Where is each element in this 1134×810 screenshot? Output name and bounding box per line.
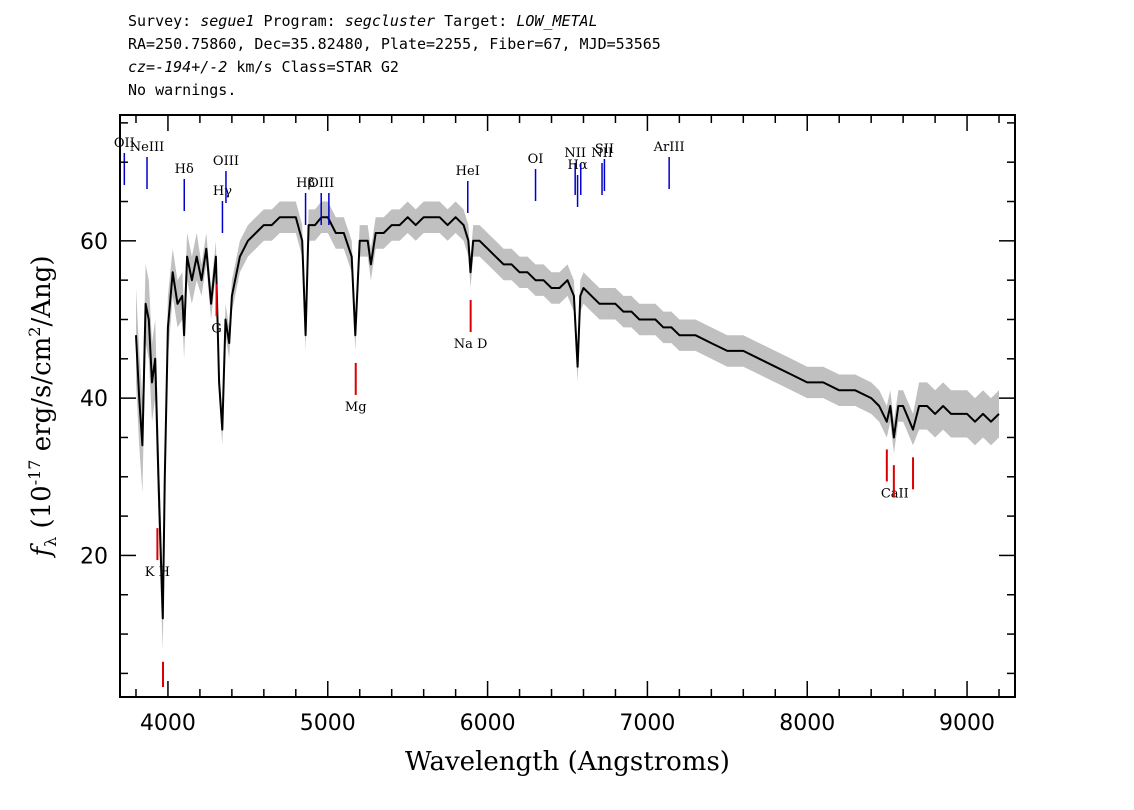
survey-line: Survey: segue1 Program: segcluster Targe…	[128, 10, 661, 33]
emission-line-label: Hδ	[175, 162, 194, 177]
absorption-line-label: Na D	[454, 337, 488, 352]
h3-seg1: km/s Class=STAR G2	[227, 58, 399, 76]
emission-line-label: Hβ	[296, 176, 315, 191]
h3-seg0: cz=-194+/-2	[128, 58, 228, 76]
emission-line-label: SII	[595, 142, 614, 157]
spectrum-header: Survey: segue1 Program: segcluster Targe…	[128, 10, 661, 102]
y-tick-label: 40	[80, 387, 108, 412]
x-tick-label: 7000	[619, 711, 675, 736]
plot-frame	[119, 114, 1016, 698]
coordinates-line: RA=250.75860, Dec=35.82480, Plate=2255, …	[128, 35, 661, 53]
flux-line	[135, 216, 1000, 620]
error-band	[136, 201, 999, 650]
x-tick-label: 8000	[779, 711, 835, 736]
absorption-line-label: G	[211, 321, 221, 336]
emission-line-label: OIII	[213, 154, 239, 169]
h1-seg2: Program:	[254, 12, 345, 30]
h1-seg4: Target:	[435, 12, 517, 30]
warnings-line: No warnings.	[128, 81, 237, 99]
emission-line-label: HeI	[456, 164, 480, 179]
h1-seg0: Survey:	[128, 12, 201, 30]
redshift-line: cz=-194+/-2 km/s Class=STAR G2	[128, 56, 661, 79]
absorption-line-label: Mg	[345, 400, 367, 415]
axes: 4000 5000 6000 7000 8000 9000 20 40 60	[80, 115, 1015, 736]
x-axis-title: Wavelength (Angstroms)	[405, 747, 730, 777]
y-tick-label: 60	[80, 230, 108, 255]
h1-seg3: segcluster	[344, 12, 436, 30]
emission-line-label: Hα	[568, 158, 588, 173]
y-axis-title: fλ (10-17 erg/s/cm2/Ang)	[25, 255, 60, 558]
absorption-line-label: K H	[145, 565, 170, 580]
emission-line-label: NeIII	[130, 140, 164, 155]
h1-seg1: segue1	[200, 12, 255, 30]
x-tick-label: 4000	[140, 711, 196, 736]
emission-line-label: NII	[564, 146, 586, 161]
emission-line-label: NII	[591, 146, 613, 161]
emission-line-label: OI	[528, 152, 544, 167]
emission-line-label: ArIII	[653, 140, 685, 155]
h1-seg5: LOW_METAL	[516, 12, 598, 30]
x-tick-label: 9000	[939, 711, 995, 736]
emission-line-label: OIII	[308, 176, 334, 191]
x-tick-label: 5000	[300, 711, 356, 736]
emission-line-label: Hγ	[213, 184, 232, 199]
x-tick-label: 6000	[460, 711, 516, 736]
y-tick-label: 20	[80, 544, 108, 569]
